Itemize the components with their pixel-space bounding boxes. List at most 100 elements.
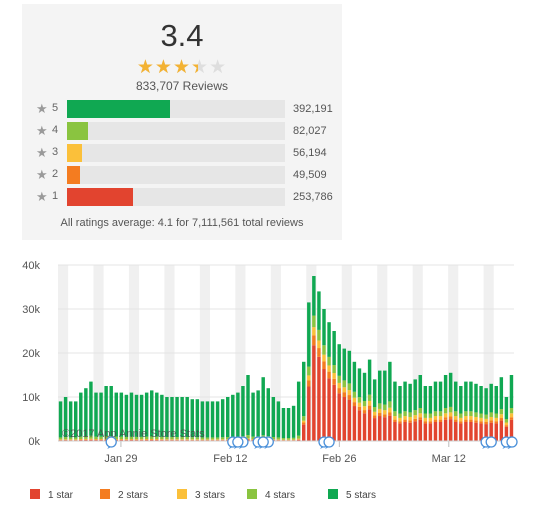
bar-segment-4-star (312, 315, 316, 328)
bar-segment-1-star (347, 399, 352, 441)
bar-segment-3-star (408, 416, 412, 421)
bar-segment-5-star (433, 381, 438, 412)
legend-item-2[interactable]: 2 stars (100, 489, 148, 501)
review-marker-icon[interactable] (105, 436, 117, 449)
bar-segment-2-star (464, 419, 468, 422)
bar-segment-4-star (144, 436, 149, 440)
bar-segment-2-star (428, 421, 433, 424)
bar-segment-5-star (266, 388, 270, 437)
legend-label: 3 stars (195, 490, 226, 501)
bar-segment-1-star (443, 419, 448, 441)
ratings-summary-card: 3.4 ★★★★★★★★★★ 833,707 Reviews ★5392,191… (22, 4, 342, 240)
bar-segment-5-star (504, 397, 509, 419)
bar-segment-5-star (94, 392, 98, 437)
bar-segment-5-star (139, 394, 144, 437)
bar-segment-4-star (413, 410, 417, 416)
bar-segment-5-star (150, 390, 154, 437)
review-marker-icon[interactable] (232, 436, 244, 449)
bar-segment-3-star (327, 365, 331, 372)
bar-segment-4-star (423, 413, 428, 418)
bar-segment-2-star (89, 439, 93, 440)
bar-segment-3-star (84, 438, 88, 440)
bar-segment-5-star (418, 375, 422, 408)
review-markers[interactable] (105, 436, 518, 449)
bar-segment-4-star (317, 329, 321, 341)
bar-segment-2-star (302, 422, 306, 425)
legend-item-3[interactable]: 3 stars (177, 489, 225, 501)
bar-segment-2-star (408, 420, 412, 423)
bar-segment-4-star (291, 437, 296, 440)
bar-segment-5-star (317, 291, 321, 330)
bar-segment-4-star (352, 391, 357, 398)
bar-segment-1-star (448, 419, 453, 441)
bar-segment-5-star (84, 388, 88, 437)
rating-row-4: ★ 4 82,027 (36, 122, 336, 140)
bar-segment-1-star (388, 415, 392, 441)
bar-segment-2-star (362, 410, 367, 414)
star-icon: ★ (36, 189, 48, 204)
bar-segment-3-star (403, 416, 407, 420)
bar-segment-5-star (109, 386, 113, 437)
bar-segment-3-star (246, 438, 250, 440)
legend-swatch (30, 489, 40, 499)
bar-segment-1-star (327, 378, 331, 441)
review-marker-icon[interactable] (257, 436, 269, 449)
rating-bar-track (67, 188, 285, 206)
bar-segment-2-star (307, 380, 311, 387)
bar-segment-1-star (383, 417, 387, 441)
bar-segment-2-star (433, 419, 438, 422)
bar-segment-2-star (342, 392, 346, 398)
bar-segment-1-star (150, 439, 154, 441)
bar-segment-2-star (398, 421, 402, 424)
star-icon: ★ (36, 167, 48, 182)
bar-segment-1-star (342, 397, 346, 441)
star-icon: ★ (36, 145, 48, 160)
review-marker-icon[interactable] (506, 436, 518, 449)
legend-item-1[interactable]: 1 star (30, 489, 73, 501)
review-marker-icon[interactable] (485, 436, 497, 449)
bar-segment-4-star (388, 401, 392, 408)
rating-bar-track (67, 144, 285, 162)
bar-segment-5-star (104, 386, 108, 437)
bar-segment-4-star (124, 436, 129, 440)
bar-segment-5-star (423, 386, 428, 414)
bar-segment-2-star (454, 419, 458, 422)
bar-segment-4-star (134, 436, 139, 440)
bar-segment-5-star (68, 401, 73, 438)
bar-segment-4-star (448, 406, 453, 413)
bar-segment-3-star (150, 438, 154, 440)
legend-swatch (100, 489, 110, 499)
legend-item-4[interactable]: 4 stars (247, 489, 295, 501)
bar-segment-2-star (494, 421, 498, 424)
bar-segment-3-star (317, 340, 321, 349)
bar-segment-5-star (261, 377, 265, 436)
bar-segment-4-star (200, 437, 205, 440)
bar-segment-4-star (165, 437, 169, 440)
bar-segment-2-star (499, 418, 504, 421)
bar-segment-5-star (428, 386, 433, 414)
bar-segment-5-star (89, 381, 93, 436)
bar-segment-4-star (104, 436, 108, 439)
bar-segment-5-star (286, 408, 291, 439)
bar-segment-4-star (438, 411, 443, 417)
bar-segment-5-star (332, 331, 336, 366)
rating-row-count: 253,786 (293, 191, 333, 203)
legend-item-5[interactable]: 5 stars (328, 489, 376, 501)
bar-segment-4-star (205, 437, 210, 440)
bar-segment-2-star (459, 421, 463, 424)
bar-segment-3-star (307, 375, 311, 381)
x-tick-label: Feb 12 (213, 453, 247, 465)
review-marker-icon[interactable] (323, 436, 335, 449)
bar-segment-4-star (428, 413, 433, 418)
bar-segment-4-star (129, 436, 134, 440)
bar-segment-5-star (342, 348, 346, 381)
bar-segment-1-star (322, 369, 326, 441)
bar-segment-5-star (464, 381, 468, 412)
bar-segment-2-star (393, 419, 397, 422)
bar-segment-4-star (175, 437, 179, 440)
bar-segment-4-star (337, 375, 341, 383)
bar-segment-4-star (94, 436, 98, 440)
bar-segment-4-star (433, 411, 438, 417)
bar-segment-5-star (454, 381, 458, 412)
bar-segment-4-star (347, 383, 352, 391)
